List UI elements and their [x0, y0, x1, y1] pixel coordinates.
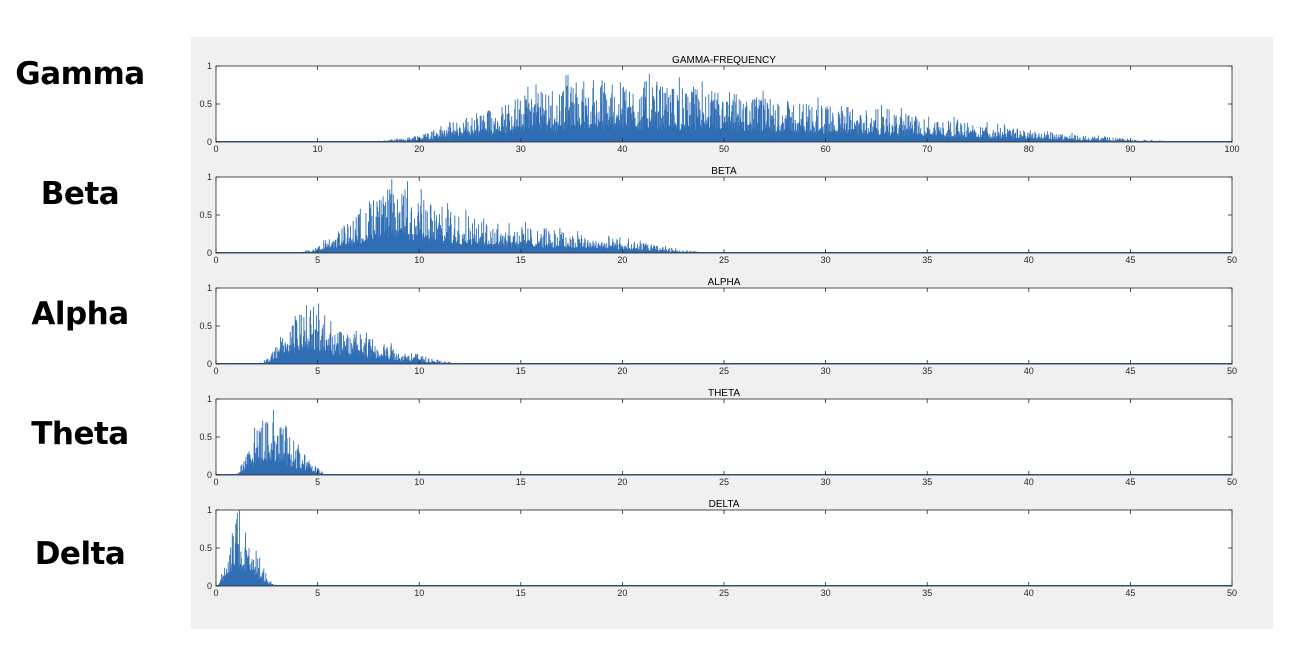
- x-tick-label: 90: [1125, 144, 1135, 154]
- x-tick-label: 45: [1125, 588, 1135, 598]
- y-tick-label: 0: [207, 248, 212, 258]
- x-tick-label: 0: [213, 255, 218, 265]
- axes-background: [216, 510, 1232, 586]
- y-tick-label: 1: [207, 172, 212, 182]
- x-tick-label: 10: [414, 366, 424, 376]
- x-tick-label: 25: [719, 255, 729, 265]
- x-tick-label: 20: [617, 477, 627, 487]
- x-tick-label: 30: [516, 144, 526, 154]
- x-tick-label: 40: [1024, 366, 1034, 376]
- x-tick-label: 40: [1024, 477, 1034, 487]
- subplot-title: GAMMA-FREQUENCY: [672, 55, 776, 66]
- axes-background: [216, 288, 1232, 364]
- x-tick-label: 40: [617, 144, 627, 154]
- x-tick-label: 50: [1227, 255, 1237, 265]
- y-tick-label: 0: [207, 581, 212, 591]
- x-tick-label: 30: [821, 366, 831, 376]
- signal-trace: [337, 73, 1212, 142]
- x-tick-label: 20: [617, 366, 627, 376]
- x-tick-label: 10: [414, 477, 424, 487]
- y-tick-label: 0: [207, 359, 212, 369]
- x-tick-label: 0: [213, 144, 218, 154]
- y-tick-label: 1: [207, 394, 212, 404]
- x-tick-label: 50: [1227, 588, 1237, 598]
- x-tick-label: 5: [315, 588, 320, 598]
- row-label-beta: Beta: [40, 176, 120, 212]
- subplot-title: THETA: [708, 388, 740, 399]
- x-tick-label: 20: [617, 255, 627, 265]
- axes-background: [216, 399, 1232, 475]
- x-tick-label: 30: [821, 255, 831, 265]
- x-tick-label: 40: [1024, 255, 1034, 265]
- subplot-theta: 0 5 10 15 20 25 30 35 40 45 50 0 0.5 1 THETA: [199, 388, 1237, 487]
- x-tick-label: 10: [414, 255, 424, 265]
- x-tick-label: 60: [821, 144, 831, 154]
- x-tick-label: 35: [922, 255, 932, 265]
- y-tick-label: 1: [207, 61, 212, 71]
- y-tick-label: 0.5: [199, 99, 212, 109]
- x-tick-label: 25: [719, 588, 729, 598]
- figure-window: 0 10 20 30 40 50 60 70 80 90 100 0 0.5 1 GAMMA-FREQUEN…: [191, 37, 1273, 629]
- y-tick-label: 0.5: [199, 321, 212, 331]
- x-tick-label: 35: [922, 477, 932, 487]
- y-tick-label: 1: [207, 283, 212, 293]
- row-labels: Gamma Beta Alpha Theta Delta: [0, 0, 170, 660]
- x-tick-label: 0: [213, 366, 218, 376]
- x-tick-label: 25: [719, 477, 729, 487]
- x-tick-label: 15: [516, 366, 526, 376]
- row-label-delta: Delta: [34, 536, 126, 572]
- x-tick-label: 10: [313, 144, 323, 154]
- row-label-gamma: Gamma: [15, 56, 145, 92]
- x-tick-label: 15: [516, 477, 526, 487]
- x-tick-label: 15: [516, 255, 526, 265]
- x-tick-label: 5: [315, 255, 320, 265]
- x-tick-label: 30: [821, 588, 831, 598]
- y-tick-label: 0.5: [199, 543, 212, 553]
- row-label-alpha: Alpha: [31, 296, 129, 332]
- x-tick-label: 35: [922, 588, 932, 598]
- subplot-title: BETA: [711, 166, 737, 177]
- x-tick-label: 20: [617, 588, 627, 598]
- subplot-title: DELTA: [709, 499, 740, 510]
- x-tick-label: 50: [719, 144, 729, 154]
- subplot-beta: 0 5 10 15 20 25 30 35 40 45 50 0 0.5 1 BETA: [199, 166, 1237, 265]
- x-tick-label: 100: [1224, 144, 1239, 154]
- x-tick-label: 5: [315, 477, 320, 487]
- x-tick-label: 5: [315, 366, 320, 376]
- x-tick-label: 45: [1125, 477, 1135, 487]
- y-tick-label: 0.5: [199, 210, 212, 220]
- x-tick-label: 35: [922, 366, 932, 376]
- x-tick-label: 20: [414, 144, 424, 154]
- x-tick-label: 15: [516, 588, 526, 598]
- x-tick-label: 50: [1227, 366, 1237, 376]
- x-tick-label: 0: [213, 477, 218, 487]
- y-tick-label: 0.5: [199, 432, 212, 442]
- x-tick-label: 10: [414, 588, 424, 598]
- x-tick-label: 70: [922, 144, 932, 154]
- x-tick-label: 50: [1227, 477, 1237, 487]
- x-tick-label: 40: [1024, 588, 1034, 598]
- y-tick-label: 0: [207, 470, 212, 480]
- x-tick-label: 45: [1125, 366, 1135, 376]
- subplot-title: ALPHA: [708, 277, 741, 288]
- x-tick-label: 30: [821, 477, 831, 487]
- x-tick-label: 25: [719, 366, 729, 376]
- subplot-delta: 0 5 10 15 20 25 30 35 40 45 50 0 0.5 1 DELTA: [199, 499, 1237, 598]
- subplot-gamma: 0 10 20 30 40 50 60 70 80 90 100 0 0.5 1 GAMMA-FREQUEN…: [199, 55, 1239, 154]
- x-tick-label: 0: [213, 588, 218, 598]
- subplot-alpha: 0 5 10 15 20 25 30 35 40 45 50 0 0.5 1 ALPHA: [199, 277, 1237, 376]
- y-tick-label: 1: [207, 505, 212, 515]
- x-tick-label: 45: [1125, 255, 1135, 265]
- x-tick-label: 80: [1024, 144, 1034, 154]
- row-label-theta: Theta: [31, 416, 129, 452]
- y-tick-label: 0: [207, 137, 212, 147]
